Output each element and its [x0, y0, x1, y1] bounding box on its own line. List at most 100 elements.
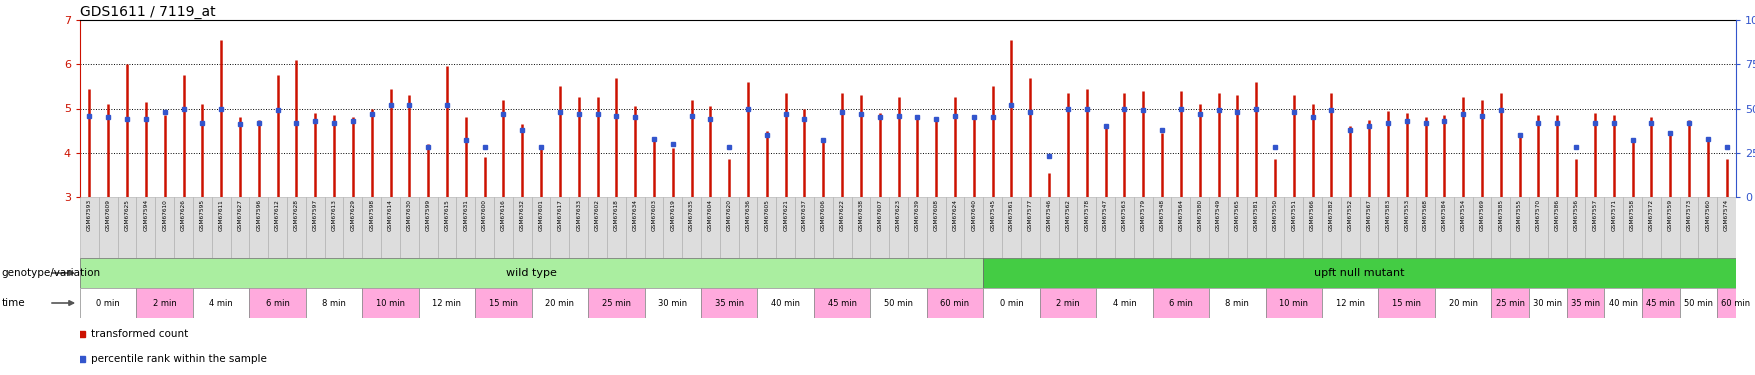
- Bar: [1358, 197, 1378, 258]
- Text: GSM67578: GSM67578: [1083, 199, 1088, 231]
- Bar: [983, 258, 1736, 288]
- Text: 2 min: 2 min: [1055, 298, 1079, 307]
- Text: GSM67549: GSM67549: [1214, 199, 1220, 231]
- Bar: [400, 197, 418, 258]
- Bar: [1283, 197, 1302, 258]
- Text: GSM67611: GSM67611: [219, 199, 223, 231]
- Text: GSM67550: GSM67550: [1272, 199, 1276, 231]
- Bar: [81, 197, 98, 258]
- Text: GSM67563: GSM67563: [1121, 199, 1127, 231]
- Bar: [739, 197, 756, 258]
- Text: GSM67548: GSM67548: [1158, 199, 1164, 231]
- Bar: [776, 197, 795, 258]
- Text: 12 min: 12 min: [432, 298, 462, 307]
- Bar: [1039, 197, 1058, 258]
- Bar: [756, 197, 776, 258]
- Text: GSM67638: GSM67638: [858, 199, 863, 231]
- Text: GSM67567: GSM67567: [1365, 199, 1371, 231]
- Bar: [870, 288, 927, 318]
- Text: GSM67628: GSM67628: [293, 199, 298, 231]
- Bar: [1397, 197, 1415, 258]
- Bar: [137, 288, 193, 318]
- Bar: [1678, 288, 1716, 318]
- Text: GSM67637: GSM67637: [802, 199, 807, 231]
- Bar: [193, 197, 212, 258]
- Bar: [927, 197, 946, 258]
- Text: GSM67621: GSM67621: [783, 199, 788, 231]
- Text: GSM67570: GSM67570: [1536, 199, 1541, 231]
- Text: GSM67635: GSM67635: [688, 199, 693, 231]
- Text: GSM67596: GSM67596: [256, 199, 261, 231]
- Bar: [1509, 197, 1529, 258]
- Bar: [888, 197, 907, 258]
- Bar: [1678, 197, 1697, 258]
- Text: GSM67557: GSM67557: [1592, 199, 1597, 231]
- Text: GSM67617: GSM67617: [556, 199, 562, 231]
- Bar: [81, 258, 983, 288]
- Text: 12 min: 12 min: [1336, 298, 1364, 307]
- Bar: [569, 197, 588, 258]
- Text: GSM67610: GSM67610: [161, 199, 167, 231]
- Bar: [663, 197, 681, 258]
- Bar: [681, 197, 700, 258]
- Text: GSM67555: GSM67555: [1516, 199, 1522, 231]
- Text: GSM67586: GSM67586: [1553, 199, 1558, 231]
- Bar: [1039, 288, 1095, 318]
- Bar: [927, 288, 983, 318]
- Text: GSM67600: GSM67600: [483, 199, 486, 231]
- Bar: [1529, 197, 1546, 258]
- Text: 35 min: 35 min: [1571, 298, 1599, 307]
- Bar: [983, 288, 1039, 318]
- Text: time: time: [2, 298, 25, 308]
- Bar: [1622, 197, 1641, 258]
- Bar: [1058, 197, 1078, 258]
- Text: GSM67622: GSM67622: [839, 199, 844, 231]
- Bar: [851, 197, 870, 258]
- Bar: [493, 197, 512, 258]
- Bar: [832, 197, 851, 258]
- Text: 15 min: 15 min: [1392, 298, 1420, 307]
- Text: 0 min: 0 min: [97, 298, 119, 307]
- Bar: [1114, 197, 1134, 258]
- Text: GSM67625: GSM67625: [125, 199, 130, 231]
- Bar: [418, 197, 437, 258]
- Bar: [1529, 288, 1565, 318]
- Bar: [946, 197, 963, 258]
- Bar: [1604, 288, 1641, 318]
- Bar: [1434, 288, 1490, 318]
- Text: 4 min: 4 min: [1113, 298, 1135, 307]
- Bar: [1472, 197, 1490, 258]
- Bar: [1604, 197, 1622, 258]
- Bar: [1151, 288, 1209, 318]
- Text: GSM67630: GSM67630: [407, 199, 412, 231]
- Text: GSM67609: GSM67609: [105, 199, 111, 231]
- Text: GSM67579: GSM67579: [1141, 199, 1144, 231]
- Bar: [305, 197, 325, 258]
- Text: GSM67633: GSM67633: [576, 199, 581, 231]
- Text: GSM67597: GSM67597: [312, 199, 318, 231]
- Text: 40 min: 40 min: [1608, 298, 1637, 307]
- Text: GSM67552: GSM67552: [1346, 199, 1351, 231]
- Text: GSM67547: GSM67547: [1102, 199, 1107, 231]
- Text: 60 min: 60 min: [941, 298, 969, 307]
- Bar: [81, 288, 137, 318]
- Bar: [1341, 197, 1358, 258]
- Text: GSM67556: GSM67556: [1572, 199, 1578, 231]
- Text: 2 min: 2 min: [153, 298, 177, 307]
- Text: 10 min: 10 min: [376, 298, 405, 307]
- Bar: [1190, 197, 1209, 258]
- Bar: [549, 197, 569, 258]
- Text: GSM67554: GSM67554: [1460, 199, 1465, 231]
- Text: GSM67623: GSM67623: [895, 199, 900, 231]
- Text: 20 min: 20 min: [546, 298, 574, 307]
- Text: GSM67636: GSM67636: [746, 199, 749, 231]
- Bar: [1490, 197, 1509, 258]
- Bar: [1227, 197, 1246, 258]
- Text: GSM67572: GSM67572: [1648, 199, 1653, 231]
- Bar: [456, 197, 476, 258]
- Text: GSM67560: GSM67560: [1704, 199, 1709, 231]
- Bar: [625, 197, 644, 258]
- Bar: [286, 197, 305, 258]
- Bar: [1134, 197, 1151, 258]
- Bar: [1378, 197, 1397, 258]
